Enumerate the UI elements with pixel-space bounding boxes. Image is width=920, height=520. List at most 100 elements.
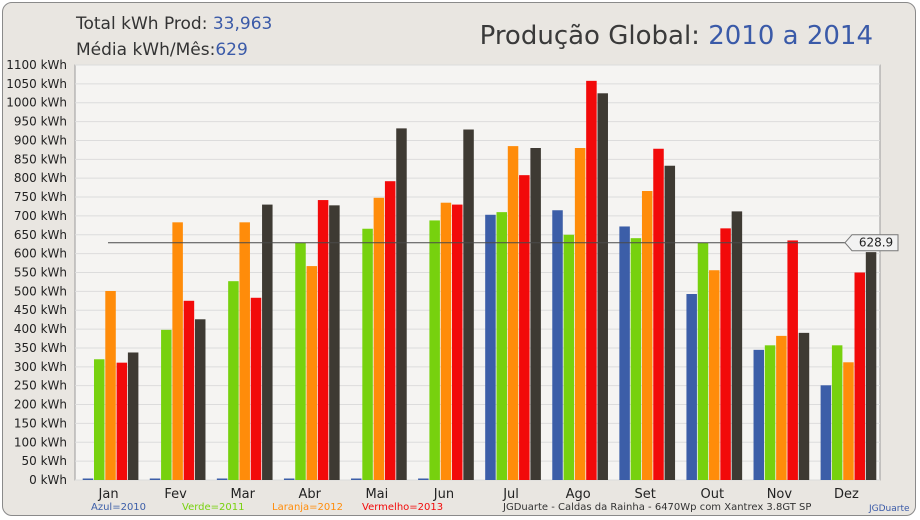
bar-2012-set [641, 191, 653, 480]
bar-2014-jun [463, 129, 474, 480]
bar-2010-dez [820, 385, 832, 480]
legend-2011: Verde=2011 [182, 502, 245, 513]
y-tick-label: 0 kWh [29, 473, 67, 487]
bar-2013-fev [183, 300, 195, 480]
bar-2012-jul [507, 146, 519, 480]
monthly-average: Média kWh/Mês:629 [76, 39, 248, 61]
bar-2010-nov [753, 349, 765, 480]
legend-2012: Laranja=2012 [272, 502, 344, 513]
legend-info: JGDuarte - Caldas da Rainha - 6470Wp com… [503, 502, 812, 513]
bar-2011-jan [93, 359, 105, 480]
bar-2013-ago [586, 80, 597, 480]
bar-2011-out [697, 242, 709, 480]
average-callout [844, 234, 899, 252]
average-label: Média kWh/Mês: [76, 40, 216, 60]
bar-2012-fev [172, 222, 183, 480]
y-tick-label: 1000 kWh [6, 96, 67, 110]
bar-2014-mar [262, 204, 273, 480]
y-tick-label: 350 kWh [14, 341, 67, 355]
title-label: Produção Global: [479, 21, 700, 51]
y-tick-label: 300 kWh [14, 360, 67, 374]
legend-2010: Azul=2010 [91, 502, 147, 513]
bar-2010-jul [485, 214, 496, 480]
bar-2010-fev [149, 478, 161, 480]
bar-2012-ago [574, 148, 586, 480]
total-production: Total kWh Prod: 33,963 [76, 13, 272, 35]
bar-2011-jun [429, 220, 440, 480]
x-tick-label: Fev [164, 487, 187, 502]
bar-2013-jul [519, 175, 530, 480]
title-value: 2010 a 2014 [708, 21, 873, 51]
y-tick-label: 50 kWh [21, 454, 67, 468]
bar-2012-jun [440, 202, 452, 481]
bar-2013-nov [787, 240, 798, 480]
x-tick-label: Jan [98, 487, 119, 502]
x-tick-label: Ago [566, 487, 591, 502]
bar-2011-jul [496, 212, 507, 481]
bar-2014-dez [865, 252, 877, 480]
bar-2012-mai [373, 197, 385, 481]
bar-2010-set [619, 226, 630, 480]
bar-2011-mai [362, 228, 373, 480]
bar-2010-abr [283, 478, 295, 480]
average-value: 629 [215, 40, 248, 60]
bar-2010-mai [351, 478, 362, 480]
x-tick-label: Nov [767, 487, 793, 502]
bar-2010-jun [418, 478, 429, 480]
bar-2014-out [731, 211, 743, 480]
bar-2012-mar [239, 222, 250, 480]
y-tick-label: 800 kWh [14, 171, 67, 185]
bar-2013-mai [384, 181, 396, 480]
y-tick-label: 950 kWh [14, 115, 67, 129]
bar-2012-dez [843, 362, 854, 480]
x-tick-label: Mai [365, 487, 388, 502]
x-tick-label: Out [701, 487, 725, 502]
x-tick-label: Set [635, 487, 656, 502]
y-tick-label: 250 kWh [14, 379, 67, 393]
bar-2011-abr [295, 242, 306, 480]
y-tick-label: 550 kWh [14, 266, 67, 280]
chart-title: Produção Global: 2010 a 2014 [480, 21, 873, 51]
bar-2011-set [630, 238, 642, 480]
bar-2014-abr [329, 205, 340, 480]
y-tick-label: 900 kWh [14, 133, 67, 147]
y-tick-label: 100 kWh [14, 435, 67, 449]
bar-2013-jun [452, 204, 463, 480]
total-label: Total kWh Prod: [76, 14, 208, 34]
y-tick-label: 150 kWh [14, 416, 67, 430]
y-tick-label: 1050 kWh [6, 77, 67, 91]
bar-2011-fev [161, 329, 172, 480]
bar-2014-fev [194, 319, 206, 480]
x-tick-label: Mar [230, 487, 255, 502]
bar-2010-ago [552, 210, 563, 480]
bar-2011-dez [831, 345, 843, 480]
bar-2013-dez [854, 272, 866, 480]
bar-2014-ago [597, 93, 608, 480]
y-tick-label: 500 kWh [14, 284, 67, 298]
bar-2012-jan [105, 290, 116, 480]
bar-2012-nov [776, 335, 787, 480]
bar-2011-mar [228, 281, 239, 480]
x-tick-label: Jul [502, 487, 519, 502]
bar-2014-nov [798, 332, 810, 480]
bar-2014-mai [396, 128, 407, 480]
bar-2010-out [686, 294, 697, 480]
bar-2012-abr [306, 266, 318, 480]
bar-2010-jan [82, 478, 94, 480]
bar-2012-out [709, 270, 720, 480]
x-tick-label: Abr [299, 487, 322, 502]
y-tick-label: 700 kWh [14, 209, 67, 223]
bar-2013-set [653, 148, 664, 480]
x-tick-label: Jun [433, 487, 454, 502]
x-tick-label: Dez [834, 487, 859, 502]
bar-2013-abr [317, 200, 329, 480]
bar-2014-set [664, 165, 676, 480]
y-tick-label: 400 kWh [14, 322, 67, 336]
bar-2013-jan [116, 362, 128, 480]
bar-2010-mar [216, 478, 228, 480]
total-value: 33,963 [212, 14, 273, 34]
bar-2013-mar [250, 297, 262, 480]
bar-2013-out [720, 228, 731, 480]
credit-label: JGDuarte [869, 504, 910, 514]
